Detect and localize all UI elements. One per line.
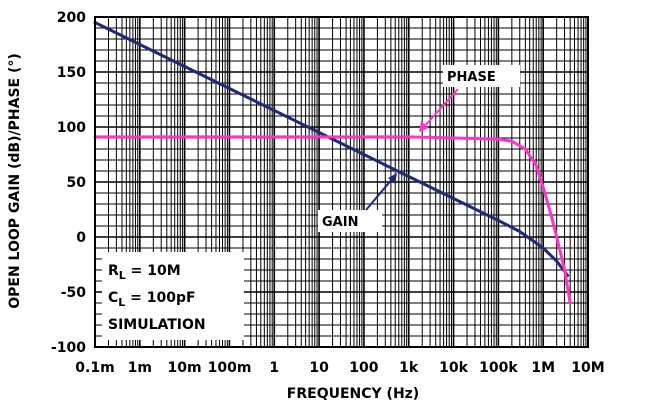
x-tick-label: 10 bbox=[309, 360, 329, 376]
gain-annotation-bg bbox=[318, 210, 382, 232]
x-axis-title: FREQUENCY (Hz) bbox=[287, 386, 419, 402]
x-tick-label: 1m bbox=[128, 360, 152, 376]
series-layer bbox=[93, 21, 572, 305]
gain-annotation-arrow bbox=[365, 177, 394, 211]
info-box bbox=[102, 252, 244, 340]
y-tick-label: 150 bbox=[57, 65, 86, 81]
tick-labels: 0.1m 1m 10m 100m 1 10 100 1k 10k 100k 1M 10M 200 150 1… bbox=[51, 10, 605, 376]
y-tick-label: 0 bbox=[76, 230, 86, 246]
x-tick-label: 0.1m bbox=[75, 360, 114, 376]
simulation-label: SIMULATION bbox=[108, 317, 206, 333]
y-tick-label: -100 bbox=[51, 340, 86, 356]
x-tick-label: 10m bbox=[168, 360, 202, 376]
x-tick-label: 1M bbox=[531, 360, 555, 376]
x-tick-label: 1 bbox=[269, 360, 279, 376]
load-resistance-label: RL = 10M bbox=[108, 263, 181, 282]
x-tick-label: 100 bbox=[349, 360, 378, 376]
y-tick-label: -50 bbox=[61, 285, 87, 301]
y-axis-title: OPEN LOOP GAIN (dB)/PHASE (°) bbox=[7, 53, 23, 309]
x-tick-label: 100m bbox=[208, 360, 252, 376]
y-tick-label: 100 bbox=[57, 120, 86, 136]
x-tick-label: 1k bbox=[399, 360, 419, 376]
x-tick-label: 10k bbox=[439, 360, 468, 376]
y-tick-label: 200 bbox=[57, 10, 86, 26]
series-line-gain bbox=[93, 21, 570, 277]
phase-annotation: PHASE bbox=[447, 70, 496, 85]
load-capacitance-label: CL = 100pF bbox=[108, 290, 196, 309]
series-line-phase bbox=[93, 135, 572, 305]
x-tick-label: 100k bbox=[479, 360, 518, 376]
phase-annotation-arrow bbox=[422, 88, 459, 129]
gain-annotation: GAIN bbox=[322, 215, 358, 230]
gain-arrowhead bbox=[388, 173, 397, 184]
y-tick-label: 50 bbox=[67, 175, 87, 191]
x-tick-label: 10M bbox=[571, 360, 604, 376]
plot-frame bbox=[94, 16, 589, 348]
phase-annotation-bg bbox=[443, 65, 520, 87]
phase-arrowhead bbox=[419, 121, 429, 132]
